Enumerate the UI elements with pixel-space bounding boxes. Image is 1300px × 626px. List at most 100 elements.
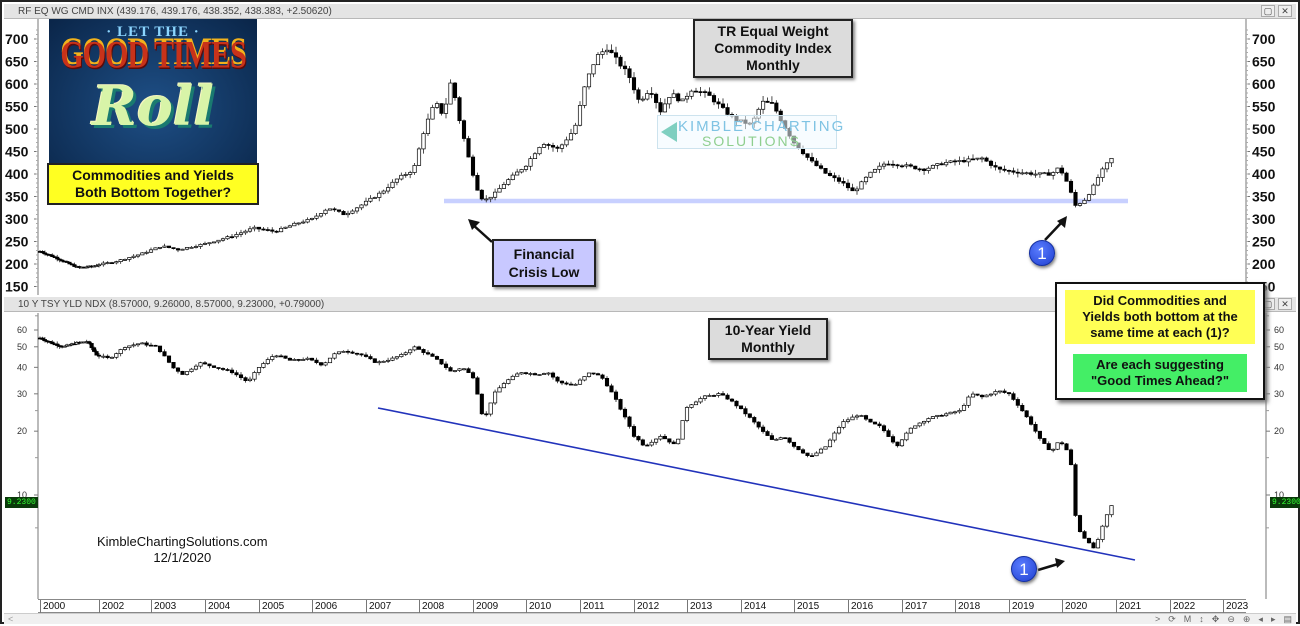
- commodity-index-title-box: TR Equal Weight Commodity Index Monthly: [693, 19, 853, 78]
- badge-arrow-bottom: [1037, 562, 1059, 572]
- top-y-tick-left: 250: [5, 234, 29, 250]
- top-pane-header: RF EQ WG CMD INX (439.176, 439.176, 438.…: [4, 4, 1296, 19]
- question-yellow-box: Did Commodities and Yields both bottom a…: [1065, 290, 1255, 344]
- bottom-pane-close-button[interactable]: ✕: [1278, 298, 1292, 310]
- year-tick-2022: 2022: [1170, 600, 1195, 613]
- top-y-tick-left: 450: [5, 144, 29, 160]
- last-price-tag-left: 9.2300: [5, 497, 38, 508]
- scroll-left-icon[interactable]: <: [8, 614, 14, 624]
- title-line: Monthly: [741, 339, 795, 355]
- bottom-y-tick-right: 50: [1274, 342, 1284, 352]
- year-tick-2007: 2007: [366, 600, 391, 613]
- question-line: same time at each (1)?: [1090, 325, 1230, 340]
- year-tick-2017: 2017: [902, 600, 927, 613]
- kimble-arrow-icon: [661, 122, 677, 142]
- statusbar-tool-icon[interactable]: ⟳: [1168, 614, 1176, 624]
- credit-text: KimbleChartingSolutions.com 12/1/2020: [97, 534, 268, 566]
- statusbar-tool-icon[interactable]: ▤: [1283, 614, 1292, 624]
- year-tick-2020: 2020: [1062, 600, 1087, 613]
- badge-arrow-top: [1044, 221, 1063, 241]
- falling-trendline[interactable]: [377, 407, 1136, 561]
- top-pane-restore-button[interactable]: ▢: [1261, 5, 1275, 17]
- year-tick-2014: 2014: [741, 600, 766, 613]
- year-tick-2006: 2006: [312, 600, 337, 613]
- statusbar-tool-icon[interactable]: >: [1154, 614, 1161, 624]
- bottom-y-tick-left: 30: [17, 389, 27, 399]
- bottom-y-tick-left: 50: [17, 342, 27, 352]
- title-line: Commodity Index: [714, 40, 832, 56]
- statusbar-tool-icon[interactable]: M: [1183, 614, 1192, 624]
- top-pane-symbol-readout: RF EQ WG CMD INX (439.176, 439.176, 438.…: [18, 6, 332, 17]
- top-y-tick-left: 400: [5, 166, 29, 182]
- top-y-tick-right: 250: [1252, 234, 1276, 250]
- top-pane-close-button[interactable]: ✕: [1278, 5, 1292, 17]
- top-y-tick-right: 550: [1252, 99, 1276, 115]
- statusbar-tool-icon[interactable]: ◂: [1258, 614, 1263, 624]
- top-y-tick-left: 350: [5, 189, 29, 205]
- title-line: Monthly: [746, 57, 800, 73]
- poster-text-let-the: · LET THE ·: [106, 24, 200, 40]
- crisis-arrow: [471, 223, 493, 243]
- statusbar-tool-icon[interactable]: ✥: [1211, 614, 1220, 624]
- bottom-y-tick-right: 20: [1274, 426, 1284, 436]
- year-tick-2003: 2003: [151, 600, 176, 613]
- year-tick-2002: 2002: [99, 600, 124, 613]
- watermark-line: KIMBLE CHARTING: [678, 118, 846, 135]
- yield-candles: [37, 336, 1114, 549]
- year-tick-2009: 2009: [473, 600, 498, 613]
- bottom-y-tick-left: 60: [17, 325, 27, 335]
- poster-caption-box: Commodities and Yields Both Bottom Toget…: [47, 163, 259, 205]
- top-y-tick-left: 700: [5, 31, 29, 47]
- kimble-watermark: KIMBLE CHARTING SOLUTIONS: [657, 115, 843, 149]
- statusbar-tool-icon[interactable]: ↕: [1199, 614, 1204, 624]
- poster-text-good-times: GOOD TIMES: [60, 33, 246, 77]
- statusbar-tool-icon[interactable]: ⊕: [1242, 614, 1251, 624]
- year-tick-2011: 2011: [580, 600, 605, 613]
- top-y-tick-right: 700: [1252, 31, 1276, 47]
- commodity-candles: [37, 44, 1114, 270]
- year-tick-2023: 2023: [1223, 600, 1248, 613]
- bottom-pane-symbol-readout: 10 Y TSY YLD NDX (8.57000, 9.26000, 8.57…: [18, 299, 325, 310]
- statusbar-toolbar: > ⟳ M ↕ ✥ ⊖ ⊕ ◂ ▸ ▤: [1155, 614, 1292, 625]
- top-y-tick-right: 400: [1252, 166, 1276, 182]
- year-tick-2016: 2016: [848, 600, 873, 613]
- bottom-y-tick-right: 10: [1274, 490, 1284, 500]
- time-axis[interactable]: 2000 2002 2003 2004 2005 2006 2007 2008 2009 2010…: [38, 599, 1248, 613]
- bottom-y-tick-right: 30: [1274, 389, 1284, 399]
- top-y-tick-left: 500: [5, 121, 29, 137]
- year-tick-2000: 2000: [40, 600, 65, 613]
- year-tick-2012: 2012: [634, 600, 659, 613]
- top-y-tick-right: 500: [1252, 121, 1276, 137]
- bottom-y-tick-left: 40: [17, 362, 27, 372]
- poster-text-roll: Roll: [92, 74, 214, 138]
- top-y-tick-left: 300: [5, 211, 29, 227]
- question-line: "Good Times Ahead?": [1090, 373, 1229, 388]
- top-y-tick-left: 150: [5, 279, 29, 295]
- question-line: Yields both bottom at the: [1082, 309, 1238, 324]
- credit-date: 12/1/2020: [153, 550, 212, 565]
- top-y-tick-left: 600: [5, 76, 29, 92]
- marker-badge-1-commodities: 1: [1029, 240, 1055, 266]
- top-y-tick-right: 650: [1252, 54, 1276, 70]
- title-line: TR Equal Weight: [717, 23, 829, 39]
- last-price-tag-right: 9.2300: [1270, 497, 1300, 508]
- credit-site: KimbleChartingSolutions.com: [97, 534, 268, 549]
- top-y-tick-right: 450: [1252, 144, 1276, 160]
- crisis-label-line: Financial: [513, 246, 575, 262]
- bottom-y-tick-left: 10: [17, 490, 27, 500]
- year-tick-2018: 2018: [955, 600, 980, 613]
- marker-badge-1-yields: 1: [1011, 556, 1037, 582]
- year-tick-2004: 2004: [205, 600, 230, 613]
- year-tick-2013: 2013: [687, 600, 712, 613]
- statusbar-tool-icon[interactable]: ⊖: [1227, 614, 1235, 624]
- statusbar-tool-icon[interactable]: ▸: [1270, 614, 1276, 624]
- financial-crisis-low-label: Financial Crisis Low: [492, 239, 596, 287]
- top-y-tick-left: 650: [5, 54, 29, 70]
- watermark-line: SOLUTIONS: [702, 133, 801, 149]
- question-callout-box: Did Commodities and Yields both bottom a…: [1055, 282, 1265, 400]
- top-y-tick-left: 200: [5, 256, 29, 272]
- support-band: [444, 198, 1128, 204]
- question-line: Did Commodities and: [1093, 293, 1227, 308]
- top-y-tick-left: 550: [5, 99, 29, 115]
